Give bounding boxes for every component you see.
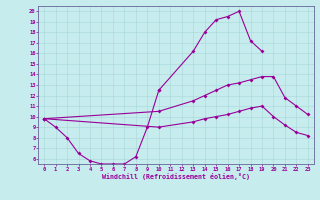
X-axis label: Windchill (Refroidissement éolien,°C): Windchill (Refroidissement éolien,°C)	[102, 173, 250, 180]
